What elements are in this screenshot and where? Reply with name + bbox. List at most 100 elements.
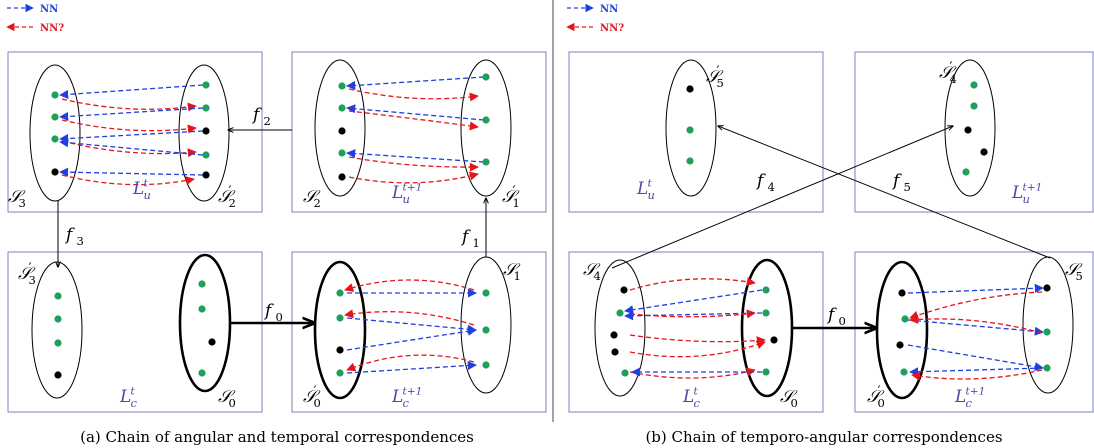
nn-arrow xyxy=(346,148,485,163)
point-black xyxy=(610,331,618,339)
nn-arrow xyxy=(346,360,477,374)
label-base: f xyxy=(263,301,274,321)
point-black xyxy=(202,171,210,179)
point-green xyxy=(621,369,629,377)
nn-question-arrow xyxy=(344,309,475,326)
label-subscript: 2 xyxy=(314,196,321,210)
point-green xyxy=(1043,364,1051,372)
point-green xyxy=(202,104,210,112)
label-subscript: 1 xyxy=(514,269,521,283)
point-green xyxy=(198,280,206,288)
label-prime: ′ xyxy=(878,384,881,400)
nn-arrow xyxy=(59,107,204,122)
point-green xyxy=(336,314,344,322)
label-subscript: 4 xyxy=(768,180,775,194)
nn-arrow xyxy=(907,344,1044,372)
label-subscript: c xyxy=(131,396,138,410)
plane-box-lct1 xyxy=(291,251,547,413)
nn-question-arrow xyxy=(348,171,479,184)
point-green xyxy=(901,315,909,323)
points-s2 xyxy=(338,82,346,181)
nn-arrow xyxy=(59,167,204,177)
legend-a: NN NN? xyxy=(6,3,64,34)
label-subscript: 3 xyxy=(77,234,84,248)
point-green xyxy=(338,149,346,157)
nn-question-arrow xyxy=(629,340,766,358)
nn-question-arrow xyxy=(348,110,479,131)
point-green xyxy=(51,113,59,121)
points-s2prime xyxy=(202,81,210,179)
point-green xyxy=(198,369,206,377)
label-s4prime: 𝒮′4 xyxy=(939,60,957,86)
label-prime: ′ xyxy=(950,60,953,76)
label-subscript: c xyxy=(966,396,973,410)
point-green xyxy=(616,309,624,317)
label-subscript: 0 xyxy=(276,310,283,324)
set-ellipse-s0 xyxy=(178,253,232,393)
point-green xyxy=(686,157,694,165)
point-green xyxy=(970,81,978,89)
nn-arrow xyxy=(346,76,485,91)
point-green xyxy=(198,305,206,313)
nn-question-arrow xyxy=(629,367,756,379)
plane-box-lct xyxy=(568,251,824,413)
nn-arrow xyxy=(59,130,204,144)
correspondences-s0prime-s1 xyxy=(344,279,477,374)
point-green xyxy=(1043,328,1051,336)
set-ellipse-s4 xyxy=(594,259,646,397)
correspondences-s2-s1prime xyxy=(346,76,485,184)
plane-box-lct1 xyxy=(854,251,1094,413)
label-s1: 𝒮1 xyxy=(503,260,521,283)
label-subscript: 5 xyxy=(904,180,911,194)
point-green xyxy=(54,292,62,300)
point-black xyxy=(620,286,628,294)
point-black xyxy=(54,371,62,379)
points-s0prime xyxy=(896,289,909,376)
label-base: f xyxy=(755,171,766,191)
nn-question-arrow xyxy=(61,119,197,134)
point-black xyxy=(202,127,210,135)
label-prime: ′ xyxy=(717,64,720,80)
label-subscript: 2 xyxy=(264,114,271,128)
point-green xyxy=(482,326,490,334)
panel-a: 𝒮3 𝒮′2 𝒮2 𝒮′1 𝒮′3 𝒮0 𝒮′0 𝒮1 Lut Lut+1 Lc… xyxy=(7,51,547,446)
point-black xyxy=(770,336,778,344)
point-black xyxy=(1043,284,1051,292)
legend-nn-label: NN xyxy=(40,4,58,15)
point-green xyxy=(900,368,908,376)
label-subscript: 0 xyxy=(314,396,321,410)
label-subscript: u xyxy=(403,192,410,206)
points-s0 xyxy=(762,286,778,376)
nn-arrow xyxy=(907,283,1044,294)
legend-nn-question-label: NN? xyxy=(600,23,624,34)
points-s0prime xyxy=(336,289,344,377)
nn-question-arrow xyxy=(344,279,475,292)
nn-question-arrow xyxy=(61,98,197,112)
point-green xyxy=(482,289,490,297)
correspondences-s3-s2prime xyxy=(59,84,204,186)
point-green xyxy=(336,289,344,297)
label-subscript: 4 xyxy=(950,72,957,86)
point-green xyxy=(686,126,694,134)
set-ellipse-s0prime xyxy=(875,260,929,400)
points-s4prime xyxy=(962,81,988,176)
set-ellipse-s3 xyxy=(29,64,81,202)
label-subscript: 0 xyxy=(791,396,798,410)
label-subscript: u xyxy=(144,188,151,202)
label-subscript: 0 xyxy=(839,314,846,328)
label-base: L xyxy=(391,387,403,407)
point-black xyxy=(208,338,216,346)
label-s2: 𝒮2 xyxy=(303,187,321,210)
point-green xyxy=(336,369,344,377)
nn-question-arrow xyxy=(629,334,766,346)
legend-b: NN NN? xyxy=(566,3,624,34)
point-green xyxy=(338,82,346,90)
label-superscript: t+1 xyxy=(966,385,986,397)
label-subscript: 3 xyxy=(19,196,26,210)
label-superscript: t+1 xyxy=(1023,181,1043,193)
label-superscript: t xyxy=(144,177,149,189)
nn-arrow xyxy=(346,317,477,334)
